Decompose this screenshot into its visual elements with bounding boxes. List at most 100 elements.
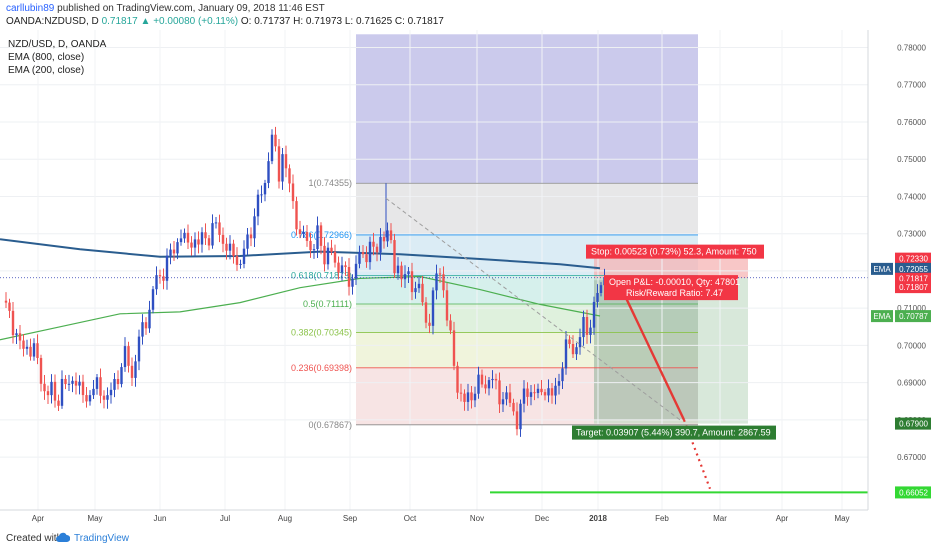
legend-ema-800[interactable]: EMA (800, close) [8,52,85,63]
candle-body [263,182,267,195]
candle-body [305,232,309,241]
candle-body [400,265,403,280]
legend-symbol[interactable]: NZD/USD, D, OANDA [8,39,107,50]
price-label-bg [895,310,931,323]
candle-body [330,247,333,252]
candle-body [550,388,554,396]
candle-body [403,274,407,280]
candle-body [547,388,550,396]
candle-body [449,320,452,331]
tradingview-brand[interactable]: TradingView [74,533,130,544]
candle-body [162,276,165,281]
candle-body [249,234,253,239]
ema-tag: EMA [873,312,891,321]
dashed-trend-line [385,197,681,421]
candle-body [568,339,571,345]
tradingview-cloud-icon [56,532,70,542]
candle-body [424,302,428,323]
candle-body [393,240,396,274]
candle-body [561,368,564,382]
candle-body [501,399,505,405]
candle-body [512,402,515,412]
candle-body [344,265,347,268]
candle-body [235,256,239,265]
chart-footer: Created with TradingView [0,528,932,550]
candle-body [99,377,102,396]
candle-body [155,275,158,290]
candle-body [218,222,221,235]
symbol-label: OANDA:NZDUSD, D [6,16,99,27]
ema-tag-bg [871,262,893,275]
chart-overlays: Stop: 0.00523 (0.73%) 52.3, Amount: 750 O… [0,197,868,494]
candle-body [358,252,361,264]
candle-body [470,392,473,401]
candle-body [452,330,456,366]
study-legend: NZD/USD, D, OANDA EMA (800, close) EMA (… [8,38,106,77]
candle-body [137,336,141,362]
candle-body [183,232,186,239]
price-label-bg [895,281,931,294]
candle-body [540,388,543,393]
candle-body [578,337,582,348]
price-axis[interactable]: 0.78000 0.77000 0.76000 0.75000 0.74000 0.730… [867,30,932,510]
time-tick-label: Dec [535,514,549,523]
candle-body [281,154,284,182]
time-tick-label: Apr [776,514,789,523]
candle-body [533,392,536,394]
candle-body [246,234,249,249]
candle-body [64,378,67,385]
price-label-bg [895,262,931,275]
candle-body [18,333,22,341]
candle-body [564,339,568,369]
candle-body [508,392,512,403]
candle-body [389,230,393,241]
candle-body [239,263,242,265]
candle-body [498,380,501,405]
candle-body [200,232,204,245]
candle-body [25,346,29,349]
candle-body [46,391,50,396]
time-tick-label: Oct [404,514,417,523]
candle-body [442,274,445,291]
target-label: Target: 0.03907 (5.44%) 390.7, Amount: 2… [576,428,771,438]
candle-body [151,289,155,310]
price-label: 0.66052 [899,488,928,497]
candle-body [582,316,585,338]
candle-body [365,254,368,263]
candle-body [414,288,417,293]
fib-level-label: 0.382(0.70345) [291,328,352,338]
price-tick-label: 0.71000 [897,304,926,313]
candle-body [148,309,151,329]
price-label-bg [895,417,931,430]
legend-ema-200[interactable]: EMA (200, close) [8,65,85,76]
candle-body [326,247,330,265]
price-label: 0.67900 [899,420,928,429]
pnl-zone [594,280,698,420]
high-value: H: 0.71973 [293,16,343,27]
candle-body [494,378,498,381]
candle-body [172,249,176,254]
candle-body [585,316,589,335]
price-tick-label: 0.67000 [897,453,926,462]
author-link[interactable]: carllubin89 [6,3,55,14]
candle-body [43,383,46,392]
time-axis[interactable]: Apr May Jun Jul Aug Sep Oct Nov Dec 2018 Feb Mar Apr… [0,509,868,523]
candle-body [340,265,344,273]
candle-body [71,380,74,384]
candle-body [253,216,256,239]
candle-body [575,347,578,355]
candle-body [312,249,316,251]
candle-body [410,271,414,293]
candle-body [39,357,43,384]
candle-body [270,134,274,162]
stop-label-bg [586,244,764,259]
candle-body [354,263,358,279]
time-tick-label: Mar [713,514,727,523]
chart-header: carllubin89 published on TradingView.com… [0,0,932,30]
candle-body [298,229,302,235]
candle-body [557,381,561,386]
candle-body [228,243,232,251]
candlestick-series [4,126,606,437]
candle-body [8,302,11,311]
